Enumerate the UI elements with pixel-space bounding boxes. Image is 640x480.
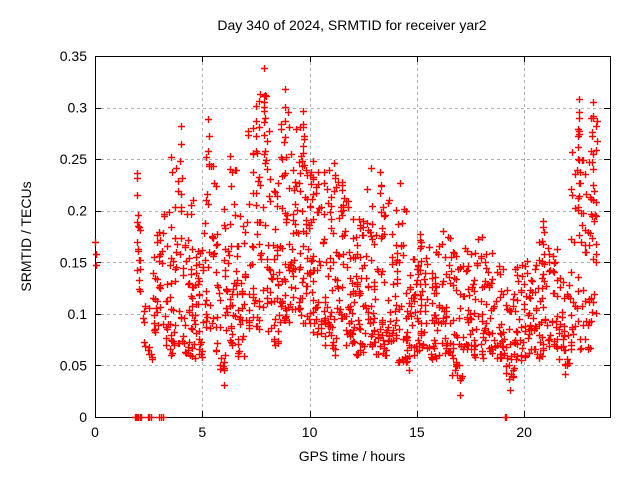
scatter-points <box>92 65 601 421</box>
x-tick-label: 15 <box>409 424 425 440</box>
data-points-layer <box>92 65 601 421</box>
y-tick-label: 0 <box>79 409 87 425</box>
plot-border <box>95 56 611 418</box>
y-tick-label: 0.2 <box>68 203 88 219</box>
chart-title: Day 340 of 2024, SRMTID for receiver yar… <box>217 17 486 33</box>
y-tick-label: 0.1 <box>68 306 88 322</box>
x-tick-label: 20 <box>516 424 532 440</box>
y-tick-label: 0.15 <box>60 254 87 270</box>
y-tick-label: 0.05 <box>60 357 87 373</box>
x-tick-label: 10 <box>302 424 318 440</box>
x-axis-label: GPS time / hours <box>299 448 406 464</box>
y-tick-labels: 0 0.05 0.1 0.15 0.2 0.25 0.3 0.35 <box>60 48 87 425</box>
y-tick-label: 0.3 <box>68 100 88 116</box>
y-tick-label: 0.35 <box>60 48 87 64</box>
x-tick-label: 5 <box>198 424 206 440</box>
y-tick-label: 0.25 <box>60 151 87 167</box>
grid-lines <box>95 56 610 417</box>
y-axis-label: SRMTID / TECUs <box>18 181 34 291</box>
x-tick-label: 0 <box>91 424 99 440</box>
x-tick-labels: 0 5 10 15 20 <box>91 424 532 440</box>
axis-ticks <box>95 56 610 418</box>
